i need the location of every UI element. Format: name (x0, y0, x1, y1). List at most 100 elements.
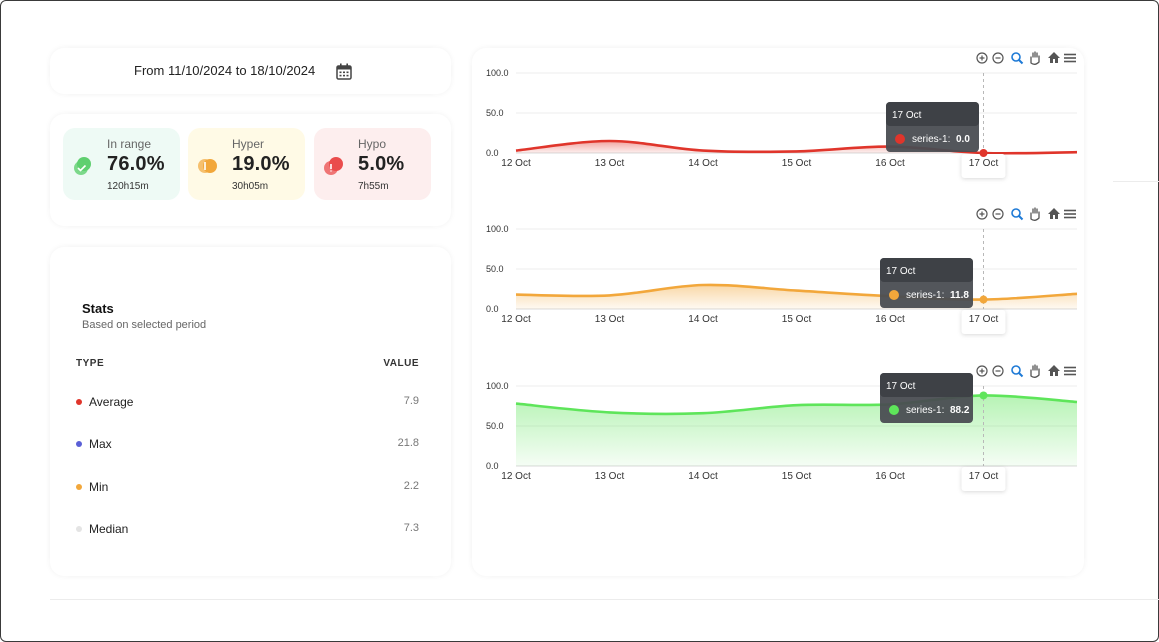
x-tick-label: 16 Oct (875, 471, 905, 482)
x-tick-label: 12 Oct (501, 471, 531, 482)
date-from-word: From (134, 63, 165, 78)
pan-hand-icon[interactable] (1030, 207, 1040, 221)
kpi-value: 5.0% (358, 153, 405, 175)
tooltip-series: series-1: (906, 405, 944, 416)
date-to-value: 18/10/2024 (250, 63, 316, 78)
kpi-hypo: Hypo 5.0% 7h55m (314, 128, 431, 200)
legend-dot (76, 526, 82, 532)
kpi-value: 19.0% (232, 153, 290, 175)
stats-card: Stats Based on selected period TYPE VALU… (50, 247, 451, 576)
tooltip-value: 88.2 (950, 405, 970, 416)
divider (50, 599, 1159, 600)
y-tick-label: 100.0 (486, 224, 509, 234)
reset-home-icon[interactable] (1048, 208, 1060, 219)
x-tick-label: 13 Oct (595, 471, 625, 482)
pan-hand-icon[interactable] (1030, 51, 1040, 65)
charts-card: 100.0 50.0 0.0 12 Oct 13 Oct 14 Oct 15 Oct 16 O… (472, 48, 1084, 576)
stats-row: Min 2.2 (76, 479, 419, 495)
date-range-card[interactable]: From 11/10/2024 to 18/10/2024 (50, 48, 451, 94)
x-tick-label: 15 Oct (782, 471, 812, 482)
y-tick-label: 0.0 (486, 461, 499, 471)
reset-home-icon[interactable] (1048, 365, 1060, 376)
stats-row-value: 7.3 (403, 522, 419, 534)
date-from-value: 11/10/2024 (167, 63, 233, 78)
menu-icon[interactable] (1064, 366, 1076, 376)
calendar-icon[interactable] (336, 63, 352, 80)
zoom-out-icon[interactable] (992, 52, 1004, 64)
chart-tooltip: 17 Oct series-1: 0.0 (886, 102, 979, 152)
kpi-label: Hyper (232, 137, 265, 151)
stats-row-value: 21.8 (397, 437, 419, 449)
column-header-type: TYPE (76, 358, 105, 369)
tooltip-series: series-1: (912, 134, 950, 145)
stats-row: Median 7.3 (76, 521, 419, 537)
kpi-duration: 30h05m (232, 181, 269, 192)
charts-svg: 100.050.00.012 Oct 13 Oct 14 Oct 15 Oct 16 O… (486, 51, 1078, 491)
area-chart-1: 100.050.00.012 Oct 13 Oct 14 Oct 15 Oct 16 O… (486, 51, 1078, 178)
stats-row: Max 21.8 (76, 436, 419, 452)
x-tick-label: 14 Oct (688, 471, 718, 482)
stats-row-name: Min (89, 480, 109, 494)
column-header-value: VALUE (383, 358, 419, 369)
tooltip-title: 17 Oct (892, 110, 922, 121)
in-range-icon (74, 157, 91, 175)
selection-zoom-icon[interactable] (1011, 365, 1024, 378)
stats-subtitle: Based on selected period (82, 319, 207, 331)
zoom-out-icon[interactable] (992, 365, 1004, 377)
legend-dot (76, 484, 82, 490)
chart-tooltip: 17 Oct series-1: 88.2 (880, 373, 973, 423)
x-tick-label: 15 Oct (782, 158, 812, 169)
kpi-summary-card: In range 76.0% 120h15m Hyper 19.0% 30h05… (50, 114, 451, 226)
highlighted-point (979, 391, 988, 400)
stats-row-value: 7.9 (403, 395, 419, 407)
selection-zoom-icon[interactable] (1011, 52, 1024, 65)
area-chart-3: 100.0 50.0 0.012 Oct 13 Oct 14 Oct 15 Oct 16 O… (486, 364, 1078, 491)
x-tick-label: 14 Oct (688, 158, 718, 169)
tooltip-marker (889, 405, 899, 415)
pan-hand-icon[interactable] (1030, 364, 1040, 378)
legend-dot (76, 441, 82, 447)
selection-zoom-icon[interactable] (1011, 208, 1024, 221)
kpi-in-range: In range 76.0% 120h15m (63, 128, 180, 200)
zoom-in-icon[interactable] (976, 208, 988, 220)
kpi-hyper: Hyper 19.0% 30h05m (188, 128, 305, 200)
stats-title: Stats (82, 301, 114, 316)
kpi-duration: 120h15m (107, 181, 149, 192)
y-tick-label: 50.0 (486, 108, 504, 118)
chart-tooltip: 17 Oct series-1: 11.8 (880, 258, 973, 308)
x-crosshair-label: 17 Oct (969, 158, 999, 169)
x-tick-label: 16 Oct (875, 314, 905, 325)
menu-icon[interactable] (1064, 209, 1076, 219)
tooltip-marker (895, 134, 905, 144)
reset-home-icon[interactable] (1048, 52, 1060, 63)
highlighted-point (979, 295, 988, 304)
menu-icon[interactable] (1064, 53, 1076, 63)
stats-row-name: Average (89, 395, 134, 409)
x-tick-label: 15 Oct (782, 314, 812, 325)
stats-row-name: Median (89, 522, 129, 536)
x-tick-label: 16 Oct (875, 158, 905, 169)
date-to-word: to (235, 63, 247, 78)
tooltip-value: 11.8 (950, 290, 969, 301)
legend-dot (76, 399, 82, 405)
zoom-in-icon[interactable] (976, 365, 988, 377)
kpi-value: 76.0% (107, 153, 165, 175)
date-range-text: From 11/10/2024 to 18/10/2024 (134, 63, 315, 78)
x-tick-label: 12 Oct (501, 158, 531, 169)
hypo-icon (324, 157, 343, 175)
area-chart-2: 100.0 50.0 0.012 Oct 13 Oct 14 Oct 15 Oct 16 O… (486, 207, 1078, 334)
x-tick-label: 14 Oct (688, 314, 718, 325)
stats-row: Average 7.9 (76, 394, 419, 410)
tooltip-marker (889, 290, 899, 300)
tooltip-value: 0.0 (956, 134, 970, 145)
hyper-icon (198, 159, 217, 173)
x-tick-label: 12 Oct (501, 314, 531, 325)
zoom-out-icon[interactable] (992, 208, 1004, 220)
x-crosshair-label-box (961, 310, 1006, 334)
y-tick-label: 100.0 (486, 381, 509, 391)
tooltip-title: 17 Oct (886, 266, 916, 277)
stats-row-name: Max (89, 437, 112, 451)
kpi-duration: 7h55m (358, 181, 389, 192)
y-tick-label: 50.0 (486, 421, 504, 431)
zoom-in-icon[interactable] (976, 52, 988, 64)
